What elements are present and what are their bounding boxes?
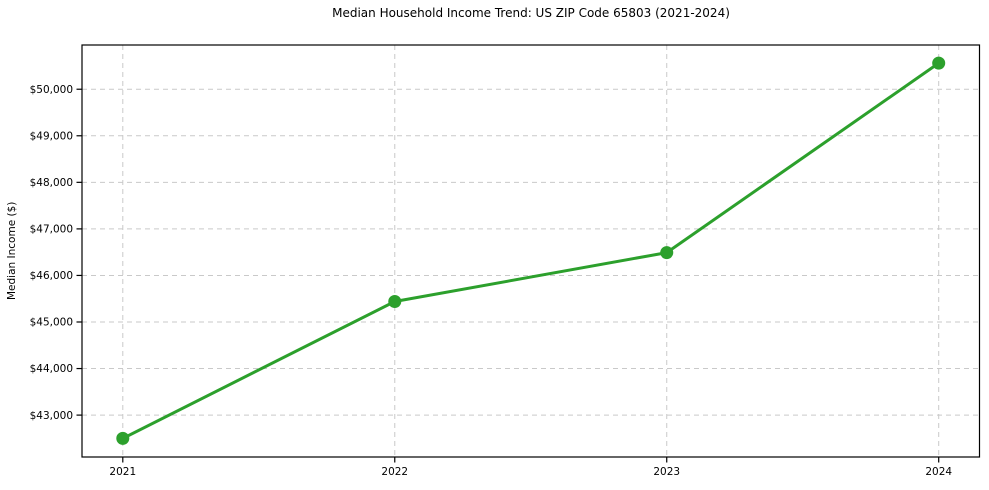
data-point-marker	[388, 295, 402, 309]
data-point-marker	[116, 431, 130, 445]
chart-title: Median Household Income Trend: US ZIP Co…	[332, 6, 730, 20]
y-tick-label: $45,000	[30, 317, 73, 329]
y-tick-label: $49,000	[30, 130, 73, 142]
x-tick-label: 2024	[925, 466, 952, 478]
y-tick-label: $46,000	[30, 270, 73, 282]
data-point-marker	[932, 56, 946, 70]
y-tick-label: $47,000	[30, 224, 73, 236]
y-tick-label: $44,000	[30, 363, 73, 375]
y-tick-label: $48,000	[30, 177, 73, 189]
x-tick-label: 2023	[653, 466, 680, 478]
y-tick-label: $43,000	[30, 410, 73, 422]
y-tick-label: $50,000	[30, 84, 73, 96]
x-tick-label: 2021	[109, 466, 136, 478]
x-tick-label: 2022	[381, 466, 408, 478]
axes-border	[81, 44, 981, 458]
trend-line	[121, 61, 941, 440]
data-point-marker	[660, 246, 674, 260]
